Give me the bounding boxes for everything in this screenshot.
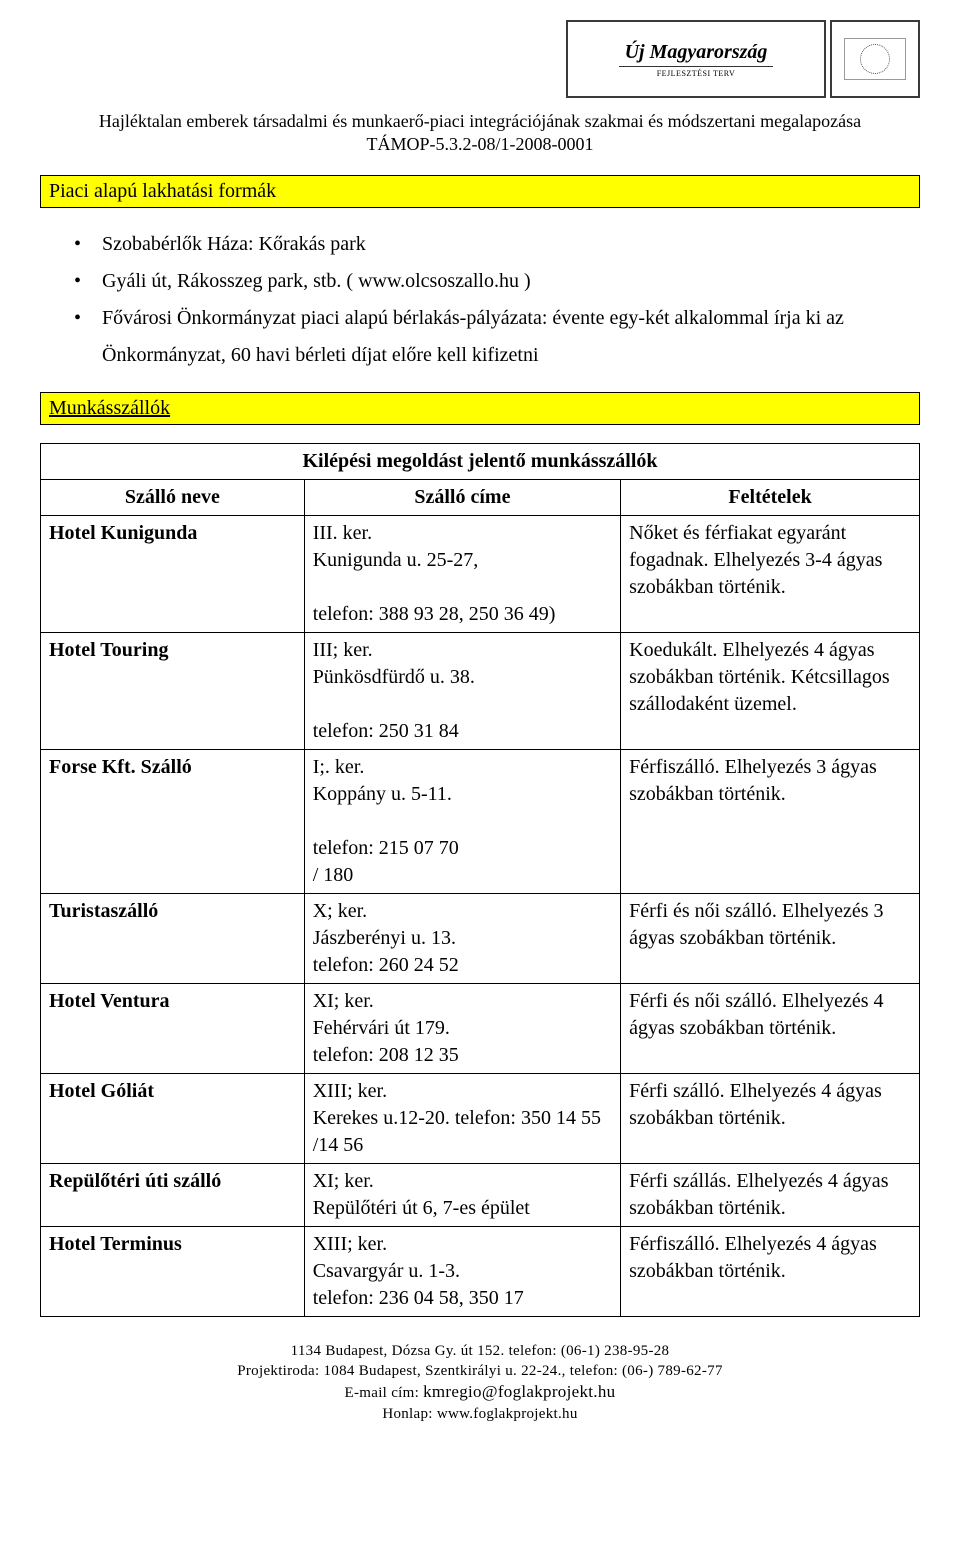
cell-address: XI; ker. Repülőtéri út 6, 7-es épület (304, 1163, 620, 1226)
page: Új Magyarország FEJLESZTÉSI TERV Hajlékt… (0, 0, 960, 1444)
footer-url-value: www.foglakprojekt.hu (437, 1406, 578, 1422)
hostels-table: Kilépési megoldást jelentő munkásszállók… (40, 443, 920, 1317)
cell-conditions: Nőket és férfiakat egyaránt fogadnak. El… (621, 515, 920, 632)
col-header-address: Szálló címe (304, 479, 620, 515)
list-item: Fővárosi Önkormányzat piaci alapú bérlak… (74, 300, 920, 374)
logo-uj-magyarorszag: Új Magyarország FEJLESZTÉSI TERV (566, 20, 826, 98)
col-header-name: Szálló neve (41, 479, 305, 515)
footer-email-label: E-mail cím: (345, 1385, 424, 1401)
footer-email-value: kmregio@foglakprojekt.hu (423, 1382, 615, 1401)
table-row: Repülőtéri úti szállóXI; ker. Repülőtéri… (41, 1163, 920, 1226)
cell-address: XIII; ker. Kerekes u.12-20. telefon: 350… (304, 1073, 620, 1163)
section-bar-munkasszallok: Munkásszállók (40, 392, 920, 425)
header-line-1: Hajléktalan emberek társadalmi és munkae… (99, 111, 861, 131)
page-footer: 1134 Budapest, Dózsa Gy. út 152. telefon… (40, 1341, 920, 1425)
footer-url-label: Honlap: (382, 1406, 436, 1422)
table-row: Hotel TerminusXIII; ker. Csavargyár u. 1… (41, 1226, 920, 1316)
logo-script-text: Új Magyarország (619, 41, 774, 67)
table-row: Hotel VenturaXI; ker. Fehérvári út 179. … (41, 983, 920, 1073)
cell-address: III. ker. Kunigunda u. 25-27, telefon: 3… (304, 515, 620, 632)
cell-name: Hotel Góliát (41, 1073, 305, 1163)
cell-name: Hotel Terminus (41, 1226, 305, 1316)
cell-name: Turistaszálló (41, 893, 305, 983)
cell-address: XI; ker. Fehérvári út 179. telefon: 208 … (304, 983, 620, 1073)
bullet-text: Szobabérlők Háza: Kőrakás park (102, 233, 366, 255)
cell-name: Forse Kft. Szálló (41, 749, 305, 893)
logo-eu (830, 20, 920, 98)
header-line-2: TÁMOP-5.3.2-08/1-2008-0001 (367, 134, 594, 154)
footer-line-2: Projektiroda: 1084 Budapest, Szentkirály… (237, 1363, 723, 1379)
bullet-text: Fővárosi Önkormányzat piaci alapú bérlak… (102, 307, 844, 366)
cell-address: X; ker. Jászberényi u. 13. telefon: 260 … (304, 893, 620, 983)
bullet-list: Szobabérlők Háza: Kőrakás park Gyáli út,… (74, 226, 920, 374)
link-olcsoszallo[interactable]: www.olcsoszallo.hu (358, 270, 519, 292)
footer-line-1: 1134 Budapest, Dózsa Gy. út 152. telefon… (291, 1343, 670, 1359)
cell-address: XIII; ker. Csavargyár u. 1-3. telefon: 2… (304, 1226, 620, 1316)
table-row: Hotel KunigundaIII. ker. Kunigunda u. 25… (41, 515, 920, 632)
cell-conditions: Férfi szálló. Elhelyezés 4 ágyas szobákb… (621, 1073, 920, 1163)
cell-conditions: Koedukált. Elhelyezés 4 ágyas szobákban … (621, 632, 920, 749)
table-row: Hotel GóliátXIII; ker. Kerekes u.12-20. … (41, 1073, 920, 1163)
eu-flag-icon (844, 38, 906, 80)
table-row: TuristaszállóX; ker. Jászberényi u. 13. … (41, 893, 920, 983)
cell-name: Hotel Kunigunda (41, 515, 305, 632)
list-item: Gyáli út, Rákosszeg park, stb. ( www.olc… (74, 263, 920, 300)
logo-row: Új Magyarország FEJLESZTÉSI TERV (40, 20, 920, 98)
table-row: Forse Kft. SzállóI;. ker. Koppány u. 5-1… (41, 749, 920, 893)
cell-address: III; ker. Pünkösdfürdő u. 38. telefon: 2… (304, 632, 620, 749)
col-header-conditions: Feltételek (621, 479, 920, 515)
table-caption-row: Kilépési megoldást jelentő munkásszállók (41, 443, 920, 479)
cell-conditions: Férfi és női szálló. Elhelyezés 4 ágyas … (621, 983, 920, 1073)
cell-conditions: Férfiszálló. Elhelyezés 4 ágyas szobákba… (621, 1226, 920, 1316)
section-title-munkasszallok: Munkásszállók (49, 397, 170, 419)
cell-name: Repülőtéri úti szálló (41, 1163, 305, 1226)
table-header-row: Szálló neve Szálló címe Feltételek (41, 479, 920, 515)
logo-sub-text: FEJLESZTÉSI TERV (657, 69, 736, 78)
list-item: Szobabérlők Háza: Kőrakás park (74, 226, 920, 263)
bullet-text: Gyáli út, Rákosszeg park, stb. ( (102, 270, 358, 292)
cell-address: I;. ker. Koppány u. 5-11. telefon: 215 0… (304, 749, 620, 893)
section-bar-piaci: Piaci alapú lakhatási formák (40, 175, 920, 208)
table-row: Hotel TouringIII; ker. Pünkösdfürdő u. 3… (41, 632, 920, 749)
table-caption: Kilépési megoldást jelentő munkásszállók (41, 443, 920, 479)
cell-name: Hotel Ventura (41, 983, 305, 1073)
section-title-piaci: Piaci alapú lakhatási formák (49, 180, 276, 202)
cell-conditions: Férfiszálló. Elhelyezés 3 ágyas szobákba… (621, 749, 920, 893)
bullet-text-after: ) (519, 270, 531, 292)
cell-name: Hotel Touring (41, 632, 305, 749)
cell-conditions: Férfi szállás. Elhelyezés 4 ágyas szobák… (621, 1163, 920, 1226)
document-header: Hajléktalan emberek társadalmi és munkae… (40, 110, 920, 157)
cell-conditions: Férfi és női szálló. Elhelyezés 3 ágyas … (621, 893, 920, 983)
